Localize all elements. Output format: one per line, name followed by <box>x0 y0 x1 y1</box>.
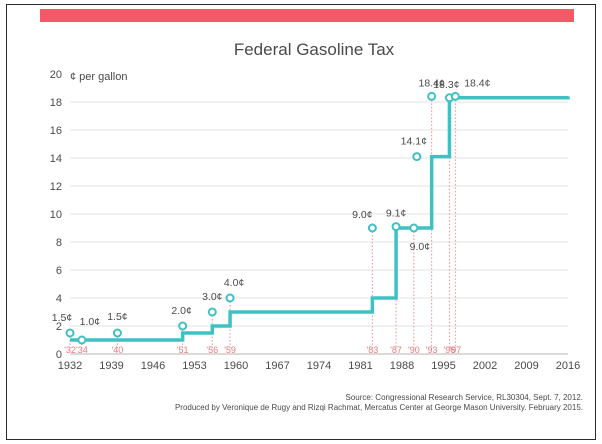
change-point-marker <box>65 328 75 338</box>
x-tick-label: 1967 <box>265 360 289 372</box>
value-label: 4.0¢ <box>224 277 245 289</box>
text-layer: Federal Gasoline Tax ¢ per gallon Source… <box>50 40 583 412</box>
value-label: 2.0¢ <box>171 305 192 317</box>
change-year-label: '40 <box>112 345 124 355</box>
tax-step-line <box>70 94 570 342</box>
accent-bar <box>40 9 574 22</box>
value-label: 14.1¢ <box>401 136 427 148</box>
change-year-label: '90 <box>408 345 420 355</box>
x-tick-label: 1939 <box>99 360 123 372</box>
x-tick-label: 1995 <box>431 360 455 372</box>
y-tick-label: 12 <box>50 181 62 193</box>
change-year-label: '96 <box>444 345 456 355</box>
change-year-label: '34 <box>76 345 88 355</box>
x-tick-label: 1981 <box>348 360 372 372</box>
x-tick-label: 1953 <box>182 360 206 372</box>
change-point-marker <box>412 152 422 162</box>
value-label: 18.3¢ <box>433 79 459 91</box>
change-point-marker <box>427 91 437 101</box>
change-year-label: '51 <box>177 345 189 355</box>
series-layer <box>65 91 570 345</box>
change-year-label: '97 <box>449 345 461 355</box>
x-tick-label: 2002 <box>473 360 497 372</box>
value-label: 1.5¢ <box>52 312 73 324</box>
y-tick-label: 10 <box>50 209 62 221</box>
x-tick-label: 1974 <box>307 360 331 372</box>
value-label: 18.4¢ <box>464 77 490 89</box>
change-point-marker <box>391 222 401 232</box>
y-tick-label: 0 <box>56 349 62 361</box>
y-tick-label: 2 <box>56 321 62 333</box>
change-year-label: '87 <box>390 345 402 355</box>
x-tick-label: 1960 <box>224 360 248 372</box>
x-tick-label: 2016 <box>556 360 580 372</box>
change-point-marker <box>409 223 419 233</box>
y-tick-label: 4 <box>56 293 62 305</box>
x-tick-label: 1988 <box>390 360 414 372</box>
change-point-marker <box>178 321 188 331</box>
change-point-marker <box>450 91 460 101</box>
change-year-label: '59 <box>224 345 236 355</box>
change-year-label: '83 <box>366 345 378 355</box>
value-label: 3.0¢ <box>202 291 223 303</box>
x-tick-label: 1946 <box>141 360 165 372</box>
change-year-label: '56 <box>206 345 218 355</box>
source-note: Source: Congressional Research Service, … <box>346 393 583 402</box>
value-label: 9.0¢ <box>410 241 431 253</box>
value-label: 1.0¢ <box>80 316 101 328</box>
change-point-marker <box>367 223 377 233</box>
credit-note: Produced by Veronique de Rugy and Rizqi … <box>175 403 583 412</box>
x-tick-label: 2009 <box>514 360 538 372</box>
change-point-marker <box>207 307 217 317</box>
x-tick-label: 1932 <box>58 360 82 372</box>
change-year-label: '93 <box>426 345 438 355</box>
change-year-label: '32 <box>64 345 76 355</box>
chart-frame <box>6 4 596 440</box>
y-tick-label: 8 <box>56 237 62 249</box>
change-point-marker <box>225 293 235 303</box>
value-label: 18.4¢ <box>419 77 445 89</box>
y-tick-label: 16 <box>50 125 62 137</box>
chart-title: Federal Gasoline Tax <box>234 40 395 59</box>
value-label: 9.0¢ <box>352 209 373 221</box>
y-tick-label: 6 <box>56 265 62 277</box>
value-label: 1.5¢ <box>107 311 128 323</box>
y-tick-label: 20 <box>50 69 62 81</box>
change-point-marker <box>112 328 122 338</box>
y-axis-label: ¢ per gallon <box>70 71 128 83</box>
change-point-marker <box>77 335 87 345</box>
y-tick-label: 18 <box>50 97 62 109</box>
y-tick-label: 14 <box>50 153 62 165</box>
value-label: 9.1¢ <box>386 208 407 220</box>
grid-layer <box>70 101 568 355</box>
